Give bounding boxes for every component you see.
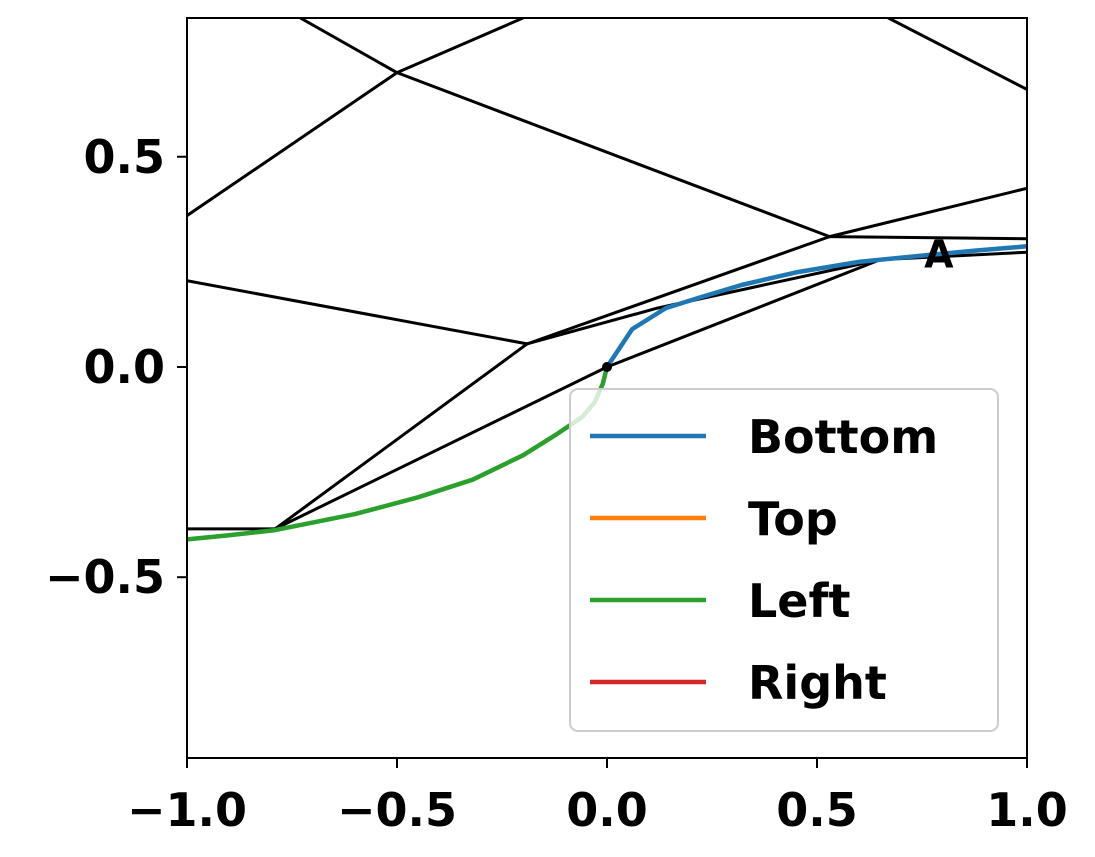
mesh-segment-0 bbox=[187, 71, 399, 218]
legend-label-top: Top bbox=[748, 492, 838, 546]
mesh-segment-8 bbox=[273, 342, 529, 531]
annotations: A bbox=[924, 232, 954, 276]
mesh-segment-4 bbox=[828, 235, 1027, 241]
series-line-left bbox=[187, 366, 610, 542]
legend-box bbox=[569, 388, 999, 732]
markers bbox=[602, 361, 612, 372]
y-tick-label: 0.5 bbox=[84, 130, 166, 184]
mesh-segment-11 bbox=[273, 365, 609, 531]
mesh-segment-1 bbox=[395, 18, 525, 75]
x-tick-label: −1.0 bbox=[127, 783, 247, 837]
origin-marker bbox=[602, 361, 612, 372]
x-axis-ticks: −1.0 −0.5 0.0 0.5 1.0 bbox=[127, 758, 1068, 837]
series-line-bottom bbox=[605, 244, 1027, 369]
y-tick-label: −0.5 bbox=[45, 550, 165, 604]
legend-label-right: Right bbox=[748, 656, 887, 710]
mesh-segment-5 bbox=[886, 18, 1027, 91]
x-tick-label: 1.0 bbox=[986, 783, 1068, 837]
mesh-lines bbox=[187, 18, 1027, 531]
y-tick-label: 0.0 bbox=[84, 340, 166, 394]
x-tick-label: −0.5 bbox=[337, 783, 457, 837]
mesh-segment-3 bbox=[395, 71, 832, 239]
x-tick-label: 0.0 bbox=[566, 783, 648, 837]
legend: Bottom Top Left Right bbox=[569, 388, 999, 732]
legend-label-left: Left bbox=[748, 574, 851, 628]
legend-label-bottom: Bottom bbox=[748, 410, 938, 464]
mesh-segment-2 bbox=[298, 18, 399, 75]
mesh-segment-14 bbox=[525, 306, 659, 346]
mesh-segment-6 bbox=[187, 279, 529, 346]
mesh-segment-9 bbox=[525, 235, 832, 346]
annotation-0: A bbox=[924, 232, 954, 276]
x-tick-label: 0.5 bbox=[776, 783, 858, 837]
mesh-segment-10 bbox=[828, 186, 1027, 239]
mesh-segment-12 bbox=[605, 258, 882, 369]
y-axis-ticks: −0.5 0.0 0.5 bbox=[45, 130, 187, 604]
